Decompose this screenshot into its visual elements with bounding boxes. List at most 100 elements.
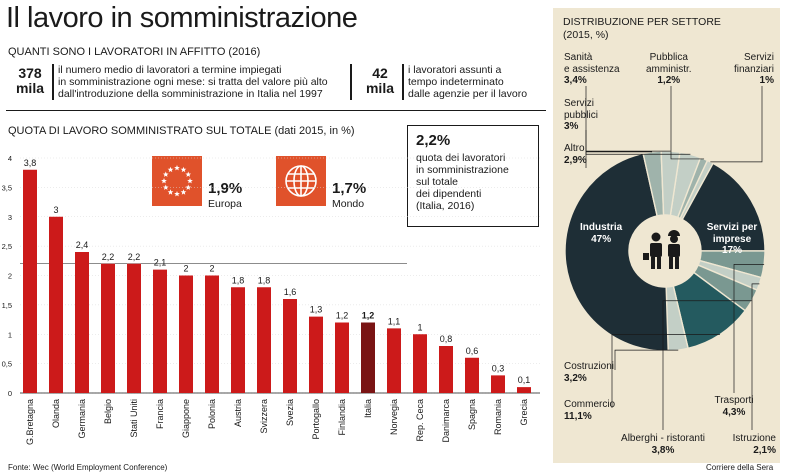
slice-name: pubblici <box>564 109 598 121</box>
worker-leg-icon <box>651 257 655 269</box>
note-line: (Italia, 2016) <box>416 200 475 212</box>
y-tick-label: 1,5 <box>2 301 12 310</box>
italia-note-box: 2,2% quota dei lavoratori in somministra… <box>407 125 539 227</box>
label-finanziari: Servizi finanziari 1% <box>726 52 774 87</box>
stat-description: il numero medio di lavoratori a termine … <box>58 64 348 100</box>
eu-star-icon <box>162 184 169 190</box>
stat-number: 42 <box>372 65 388 81</box>
label-pubblica: Pubblica amministr. 1,2% <box>646 52 692 87</box>
chart-title: QUOTA DI LAVORO SOMMINISTRATO SUL TOTALE… <box>8 125 355 137</box>
bar <box>465 357 479 393</box>
y-tick-label: 4 <box>8 154 12 163</box>
stat-text-line: dall'introduzione della somministrazione… <box>58 88 323 100</box>
bar <box>231 287 245 393</box>
credit-note: Corriere della Sera <box>706 463 774 472</box>
bar <box>491 375 505 393</box>
bar <box>361 322 375 393</box>
bar-value-label: 2 <box>209 264 214 274</box>
pie-center <box>633 219 697 283</box>
leader-line <box>611 334 720 408</box>
note-line: quota dei lavoratori <box>416 152 506 164</box>
stat-text-line: in somministrazione ogni mese: si tratta… <box>58 76 328 88</box>
category-label: Giappone <box>181 399 191 438</box>
leader-line <box>710 86 763 163</box>
bar <box>439 346 453 393</box>
source-note: Fonte: Wec (World Employment Conference) <box>8 463 168 472</box>
bar-value-label: 3,8 <box>24 158 37 168</box>
slice-name: finanziari <box>733 63 774 75</box>
mondo-value: 1,7% <box>332 180 367 197</box>
mondo-label: Mondo <box>332 198 365 210</box>
slice-value: 47% <box>591 233 612 245</box>
slice-value: 3,2% <box>564 372 587 384</box>
label-altro: Altro 2,9% <box>564 143 587 166</box>
leader-line <box>585 151 653 168</box>
worker-head-icon <box>670 235 678 243</box>
worker-body-icon <box>668 244 680 257</box>
category-label: Francia <box>155 399 165 429</box>
bar <box>205 275 219 393</box>
slice-value: 3,8% <box>651 444 675 456</box>
category-label: Polonia <box>207 399 217 429</box>
eu-star-icon <box>174 191 180 197</box>
y-tick-label: 0 <box>8 389 12 398</box>
bar-value-label: 0,8 <box>440 334 453 344</box>
category-label: Germania <box>77 399 87 439</box>
slice-name: Istruzione <box>732 433 776 444</box>
stat-text-line: tempo indeterminato <box>408 76 504 88</box>
stat-description: i lavoratori assunti a tempo indetermina… <box>408 64 548 100</box>
europa-label: Europa <box>208 198 242 210</box>
worker-body-icon <box>650 243 662 257</box>
y-tick-label: 3 <box>8 213 12 222</box>
category-label: Portogallo <box>311 399 321 440</box>
bar-value-label: 2,2 <box>102 252 115 262</box>
leader-line <box>585 130 671 152</box>
category-label: Belgio <box>103 399 113 424</box>
note-line: sul totale <box>416 176 459 188</box>
bar <box>49 216 63 393</box>
category-label: G.Bretagna <box>25 399 35 445</box>
stats-subtitle: QUANTI SONO I LAVORATORI IN AFFITTO (201… <box>8 46 261 58</box>
bar-value-label: 2,1 <box>154 258 167 268</box>
bar <box>75 252 89 393</box>
slice-value: 2,1% <box>753 444 776 456</box>
slice-value: 3% <box>564 121 579 132</box>
slice-name: Servizi <box>564 98 595 109</box>
label-servizi-imprese: Servizi per imprese 17% <box>702 222 762 257</box>
pie-slice <box>564 152 669 352</box>
leader-line <box>662 300 752 430</box>
slice-name: Pubblica <box>649 52 688 63</box>
note-line: dei dipendenti <box>416 188 482 200</box>
label-servizi-pubblici: Servizi pubblici 3% <box>564 98 598 133</box>
leader-line <box>733 264 765 393</box>
bar-value-label: 1,3 <box>310 305 323 315</box>
category-label: Stati Uniti <box>129 399 139 438</box>
divider <box>350 64 352 100</box>
globe-icon <box>276 156 326 206</box>
stat-number: 378 <box>18 65 42 81</box>
eu-star-icon <box>167 189 174 195</box>
stat-378: 378 mila <box>8 66 52 96</box>
bar <box>387 328 401 393</box>
y-tick-label: 2,5 <box>2 242 12 251</box>
leader-line <box>751 283 760 430</box>
category-label: Olanda <box>51 399 61 428</box>
slice-value: 17% <box>721 245 742 256</box>
slice-value: 2,9% <box>564 154 587 166</box>
bar-value-label: 0,6 <box>466 346 479 356</box>
bar-chart: 0 0,5 1 1,5 2 2,5 3 3,5 4 3,8 G.Bretagna 3 Olanda 2,4… <box>2 154 540 445</box>
label-alberghi: Alberghi - ristoranti 3,8% <box>608 433 718 456</box>
category-label: Romania <box>493 399 503 435</box>
category-label: Danimarca <box>441 399 451 443</box>
leader-line <box>614 349 679 370</box>
eu-flag-icon <box>152 156 202 206</box>
slice-name: Sanità <box>564 52 593 63</box>
bar-value-label: 1,1 <box>388 316 401 326</box>
stat-text-line: dalle agenzie per il lavoro <box>408 88 528 100</box>
bar <box>153 269 167 393</box>
slice-name: Commercio <box>564 399 616 410</box>
helmet-icon <box>668 230 680 236</box>
eu-star-icon <box>180 189 187 195</box>
bar <box>101 263 115 393</box>
bar-value-label: 1,2 <box>362 311 375 321</box>
